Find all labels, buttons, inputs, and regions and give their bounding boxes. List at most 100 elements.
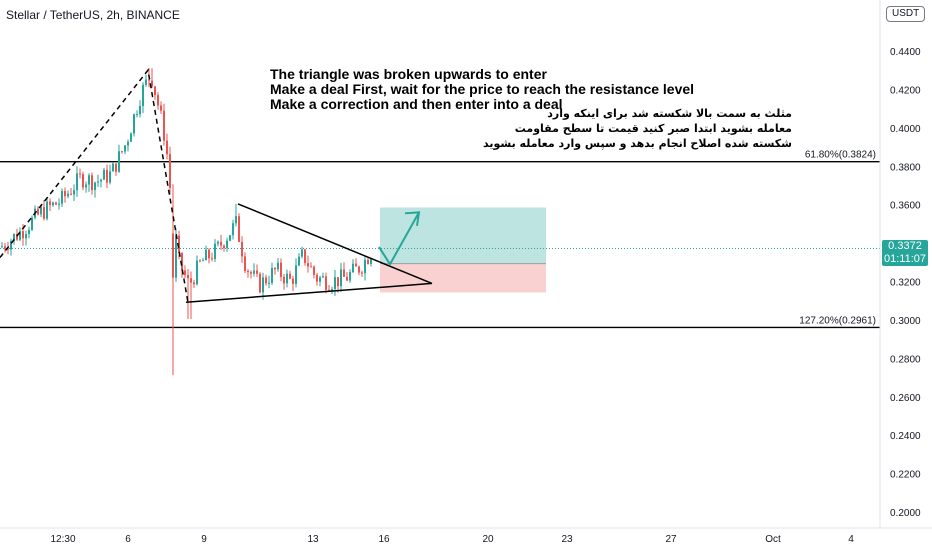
- candle-body: [19, 231, 21, 240]
- candle-body: [190, 278, 192, 283]
- candle-body: [94, 182, 96, 191]
- candle-body: [286, 273, 288, 284]
- candle-body: [346, 276, 348, 281]
- candle-body: [43, 207, 45, 219]
- candle-body: [22, 231, 24, 239]
- stop-zone: [380, 263, 546, 293]
- candle-body: [163, 110, 165, 141]
- candle-body: [160, 105, 162, 111]
- candle-body: [226, 240, 228, 248]
- candle-body: [316, 274, 318, 282]
- candle-body: [31, 217, 33, 230]
- price-tick-label: 0.3200: [890, 278, 921, 289]
- candle-body: [10, 240, 12, 250]
- candle-body: [130, 133, 132, 142]
- time-tick-label: 12:30: [50, 534, 75, 545]
- candle-body: [319, 277, 321, 282]
- candle-body: [148, 79, 150, 81]
- candle-body: [244, 256, 246, 271]
- annotation-line: شکسته شده اصلاح انجام بدهد و سپس وارد مع…: [483, 137, 792, 150]
- triangle-upper-line: [237, 203, 433, 285]
- candle-body: [40, 207, 42, 215]
- candle-body: [217, 241, 219, 244]
- candle-body: [139, 106, 141, 115]
- candle-body: [67, 193, 69, 197]
- candle-body: [196, 260, 198, 285]
- candle-body: [82, 174, 84, 188]
- candle-body: [187, 275, 189, 279]
- candle-body: [229, 235, 231, 241]
- candle-body: [214, 243, 216, 259]
- candle-body: [52, 202, 54, 206]
- target-zone: [380, 207, 546, 264]
- candle-body: [70, 193, 72, 195]
- candle-body: [61, 190, 63, 204]
- candle-body: [253, 270, 255, 274]
- candle-body: [79, 173, 81, 175]
- candle-body: [334, 277, 336, 290]
- current-price-value: 0.3372: [888, 240, 922, 252]
- candle-body: [292, 278, 294, 284]
- candle-body: [310, 266, 312, 268]
- candle-body: [37, 208, 39, 215]
- candle-body: [184, 270, 186, 276]
- candle-body: [223, 245, 225, 248]
- candle-body: [25, 234, 27, 239]
- candle-body: [355, 263, 357, 267]
- candle-body: [169, 154, 171, 188]
- candle-body: [121, 151, 123, 153]
- candle-body: [259, 273, 261, 293]
- price-tick-label: 0.2200: [890, 470, 921, 481]
- candle-body: [256, 270, 258, 274]
- fib-level-label: 127.20%(0.2961): [799, 315, 876, 326]
- candle-body: [133, 114, 135, 134]
- candle-body: [202, 260, 204, 262]
- candle-body: [193, 282, 195, 285]
- time-axis: 12:30 6 9 13 16 20 23 27 Oct 4: [0, 527, 932, 545]
- candle-body: [154, 86, 156, 96]
- candle-body: [274, 268, 276, 270]
- candle-body: [142, 84, 144, 107]
- candle-body: [124, 145, 126, 152]
- candle-body: [76, 173, 78, 191]
- candle-body: [106, 169, 108, 183]
- candle-body: [331, 289, 333, 291]
- candle-body: [283, 276, 285, 284]
- candle-body: [301, 249, 303, 257]
- candle-body: [211, 258, 213, 260]
- candle-body: [268, 282, 270, 284]
- candle-body: [73, 190, 75, 195]
- candle-body: [241, 241, 243, 257]
- candle-body: [367, 259, 369, 264]
- candle-body: [325, 276, 327, 290]
- annotation-english: The triangle was broken upwards to enter…: [270, 67, 694, 112]
- price-tick-label: 0.3600: [890, 201, 921, 212]
- candle-body: [13, 233, 15, 241]
- candle-body: [232, 223, 234, 236]
- candle-body: [172, 233, 174, 278]
- drawings: [0, 68, 433, 303]
- currency-selector[interactable]: USDT: [886, 6, 926, 22]
- candle-body: [88, 175, 90, 185]
- candle-body: [304, 249, 306, 264]
- time-tick-label: 23: [561, 534, 573, 545]
- level-lines: 61.80%(0.3824) 127.20%(0.2961): [0, 150, 880, 329]
- candle-body: [199, 260, 201, 262]
- candle-body: [49, 201, 51, 206]
- candle-body: [64, 190, 66, 197]
- candle-body: [220, 241, 222, 246]
- candle-body: [166, 140, 168, 155]
- candle-body: [112, 163, 114, 172]
- candle-body: [307, 263, 309, 267]
- candle-body: [340, 269, 342, 287]
- time-tick-label: 20: [482, 534, 494, 545]
- candle-body: [208, 249, 210, 259]
- candle-body: [265, 277, 267, 284]
- candle-body: [151, 80, 153, 87]
- annotation-line: Make a correction and then enter into a …: [270, 96, 563, 112]
- candle-body: [1, 246, 3, 248]
- candle-body: [271, 268, 273, 283]
- candles: [1, 68, 372, 376]
- candle-body: [313, 266, 315, 275]
- candle-body: [181, 252, 183, 271]
